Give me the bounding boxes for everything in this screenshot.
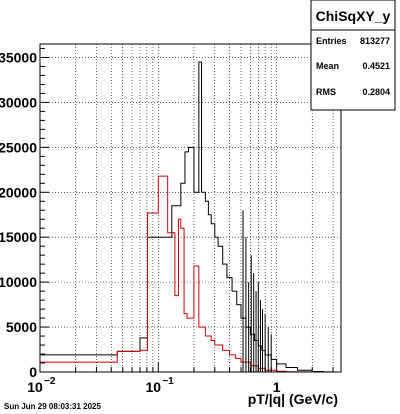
- x-tick-exponent: −2: [44, 376, 56, 387]
- y-tick-label: 20000: [0, 184, 37, 200]
- stats-rms-value: 0.2804: [362, 87, 390, 97]
- stats-rms-label: RMS: [316, 87, 336, 97]
- plot-frame: [39, 43, 342, 373]
- stats-box-frame: [310, 0, 396, 111]
- histogram-series-1: [40, 175, 313, 373]
- x-tick-exponent: −1: [162, 376, 174, 387]
- stats-entries-label: Entries: [316, 36, 347, 46]
- x-tick-label: 10: [146, 379, 162, 395]
- stats-box-title: ChiSqXY_y: [316, 8, 391, 24]
- y-tick-label: 30000: [0, 94, 37, 110]
- y-tick-label: 35000: [0, 49, 37, 65]
- stats-mean-value: 0.4521: [362, 61, 390, 71]
- x-tick-label: 1: [273, 379, 281, 395]
- y-tick-label: 10000: [0, 274, 37, 290]
- stats-mean-label: Mean: [316, 61, 339, 71]
- y-tick-label: 5000: [6, 319, 37, 335]
- y-tick-label: 15000: [0, 229, 37, 245]
- x-tick-label: 10: [27, 379, 43, 395]
- series-layer: [40, 61, 334, 373]
- footer-timestamp: Sun Jun 29 08:03:31 2025: [4, 402, 101, 411]
- y-tick-label: 25000: [0, 139, 37, 155]
- stats-entries-value: 813277: [360, 36, 390, 46]
- y-tick-label: 0: [29, 364, 37, 380]
- x-axis-title: pT/|q| (GeV/c): [248, 391, 338, 407]
- stats-box: ChiSqXY_y Entries 813277 Mean 0.4521 RMS…: [310, 0, 396, 111]
